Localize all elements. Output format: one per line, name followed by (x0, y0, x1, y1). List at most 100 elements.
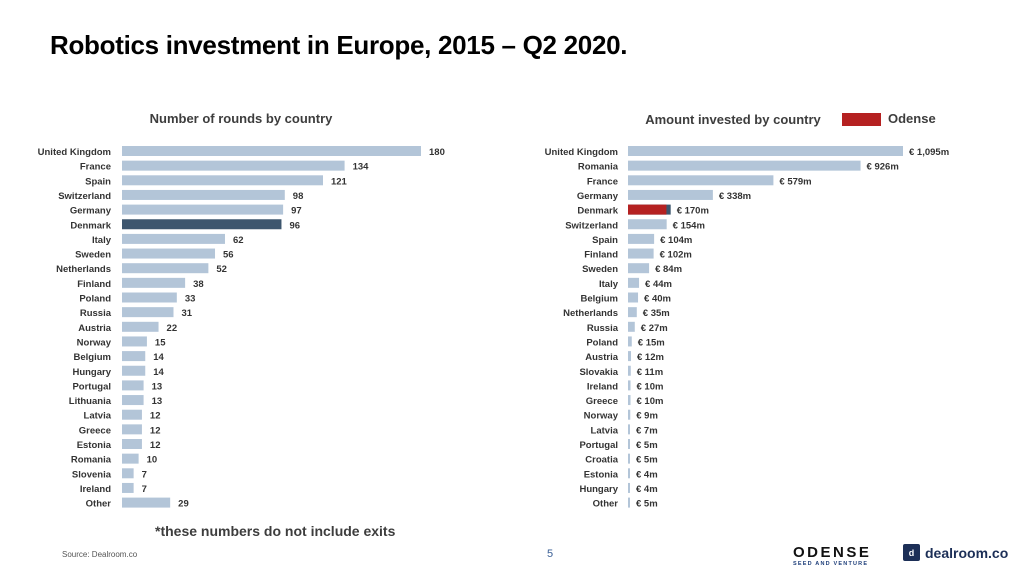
amount-chart-title: Amount invested by country (645, 112, 821, 127)
amount-bar (628, 263, 650, 274)
rounds-value-label: 96 (289, 220, 300, 231)
rounds-category-label: Finland (77, 279, 111, 290)
amount-value-label: € 9m (636, 411, 658, 422)
rounds-bar (122, 189, 285, 200)
legend-swatch-odense (842, 113, 881, 126)
rounds-category-label: Sweden (75, 250, 111, 261)
amount-value-label: € 27m (641, 323, 668, 334)
rounds-category-label: Estonia (77, 440, 112, 451)
amount-value-label: € 15m (638, 337, 665, 348)
rounds-bar (122, 453, 139, 464)
rounds-bar (122, 482, 134, 493)
rounds-value-label: 12 (150, 425, 161, 436)
rounds-bar (122, 146, 421, 156)
rounds-bar (122, 160, 345, 171)
amount-value-label: € 5m (636, 440, 658, 451)
amount-value-label: € 12m (637, 352, 664, 363)
amount-bar (628, 380, 631, 391)
dealroom-logo: d dealroom.co (903, 544, 1008, 561)
amount-value-label: € 579m (779, 176, 811, 187)
rounds-category-label: Portugal (72, 381, 111, 392)
amount-bar (628, 395, 631, 406)
rounds-bar (122, 439, 142, 449)
rounds-value-label: 180 (429, 147, 445, 158)
rounds-category-label: Other (86, 499, 112, 510)
amount-value-label: € 10m (637, 396, 664, 407)
rounds-bar (122, 351, 146, 362)
amount-category-label: France (587, 176, 618, 187)
amount-bar (628, 497, 630, 508)
amount-value-label: € 338m (719, 191, 751, 202)
rounds-value-label: 56 (223, 250, 234, 261)
amount-category-label: Greece (586, 396, 618, 407)
odense-logo: ODENSE SEED AND VENTURE (793, 545, 871, 568)
amount-bar (628, 233, 655, 244)
amount-category-label: Russia (587, 323, 619, 334)
rounds-value-label: 12 (150, 440, 161, 451)
amount-bar (628, 277, 640, 288)
footnote: *these numbers do not include exits (155, 523, 396, 539)
rounds-bar (122, 219, 282, 230)
rounds-category-label: Hungary (72, 367, 111, 378)
amount-bar (628, 160, 861, 171)
rounds-value-label: 10 (147, 455, 158, 466)
rounds-bar (122, 307, 174, 318)
amount-value-label: € 926m (867, 162, 899, 173)
rounds-category-label: Germany (70, 206, 112, 217)
amount-bar (628, 365, 631, 376)
rounds-category-label: Russia (80, 308, 112, 319)
rounds-value-label: 13 (152, 381, 163, 392)
amount-category-label: Norway (584, 411, 619, 422)
amount-value-label: € 154m (673, 220, 705, 231)
amount-category-label: Switzerland (565, 220, 618, 231)
rounds-bar (122, 175, 323, 186)
amount-bar (628, 424, 630, 435)
amount-bar (628, 439, 630, 449)
rounds-bar (122, 263, 209, 274)
amount-bar (628, 146, 903, 156)
amount-category-label: Ireland (587, 381, 618, 392)
rounds-bar (122, 468, 134, 479)
amount-value-label: € 5m (636, 499, 658, 510)
amount-category-label: Sweden (582, 264, 618, 275)
amount-value-label: € 104m (660, 235, 692, 246)
rounds-value-label: 7 (142, 484, 147, 495)
amount-value-label: € 170m (677, 206, 709, 217)
amount-category-label: United Kingdom (545, 147, 618, 158)
rounds-category-label: Netherlands (56, 264, 111, 275)
amount-bar (628, 468, 630, 479)
rounds-chart-title: Number of rounds by country (150, 111, 334, 126)
rounds-value-label: 22 (167, 323, 178, 334)
odense-logo-subtitle: SEED AND VENTURE (793, 561, 869, 567)
amount-value-label: € 40m (644, 294, 671, 305)
amount-value-label: € 44m (645, 279, 672, 290)
amount-category-label: Romania (578, 162, 619, 173)
amount-category-label: Finland (584, 250, 618, 261)
amount-value-label: € 4m (636, 469, 658, 480)
rounds-value-label: 7 (142, 469, 147, 480)
rounds-category-label: Lithuania (69, 396, 112, 407)
rounds-bar (122, 292, 177, 303)
rounds-value-label: 121 (331, 176, 348, 187)
amount-value-label: € 5m (636, 455, 658, 466)
amount-category-label: Germany (577, 191, 619, 202)
amount-bar (628, 453, 630, 464)
amount-category-label: Netherlands (563, 308, 618, 319)
rounds-bar (122, 395, 144, 406)
page-number: 5 (547, 548, 554, 560)
amount-value-label: € 1,095m (909, 147, 949, 158)
amount-category-label: Poland (586, 337, 618, 348)
rounds-value-label: 38 (193, 279, 204, 290)
rounds-value-label: 62 (233, 235, 244, 246)
rounds-value-label: 14 (153, 367, 164, 378)
rounds-bar (122, 380, 144, 391)
rounds-bar (122, 233, 225, 244)
rounds-category-label: United Kingdom (38, 147, 111, 158)
amount-category-label: Hungary (579, 484, 618, 495)
rounds-bar (122, 365, 146, 376)
amount-bar (628, 321, 635, 332)
amount-category-label: Denmark (577, 206, 618, 217)
amount-value-label: € 84m (655, 264, 682, 275)
rounds-bar (122, 336, 147, 347)
amount-bar-odense-share (628, 204, 667, 215)
